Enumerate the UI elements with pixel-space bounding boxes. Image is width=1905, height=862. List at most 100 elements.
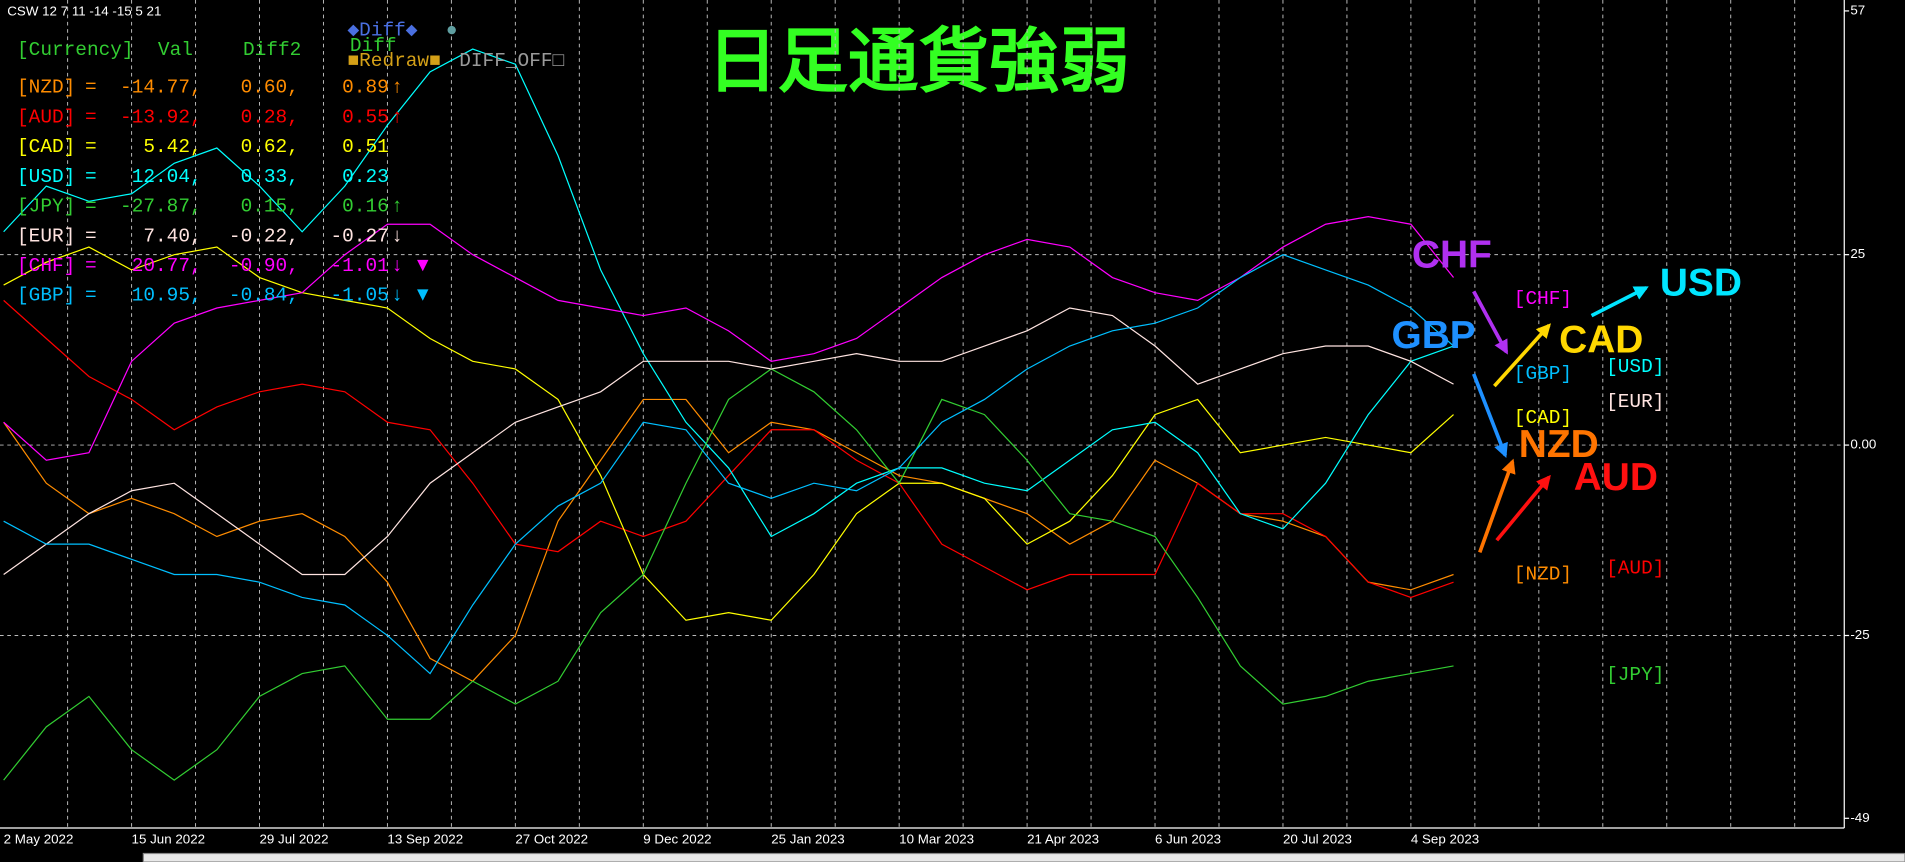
table-cell: [CAD] xyxy=(17,136,75,158)
annotation-arrow xyxy=(1495,474,1551,542)
annotation: CAD xyxy=(1559,319,1643,362)
table-cell: = xyxy=(85,225,97,247)
table-cell: -13.92, xyxy=(120,106,202,128)
table-cell: -0.22, xyxy=(229,225,299,247)
annotation-arrow xyxy=(1472,290,1509,355)
control: ● xyxy=(446,19,458,41)
annotation-arrow xyxy=(1590,286,1649,318)
scrollbar xyxy=(142,852,1905,862)
series-label: [CAD] xyxy=(1514,407,1572,429)
table-cell: [EUR] xyxy=(17,225,75,247)
table-cell: 0.62, xyxy=(241,136,299,158)
x-tick-label: 21 Apr 2023 xyxy=(1027,832,1099,847)
series-label: [GBP] xyxy=(1514,363,1572,385)
table-cell: = xyxy=(85,255,97,277)
table-cell: [CHF] xyxy=(17,255,75,277)
control: ■Redraw■ xyxy=(347,50,440,72)
x-tick-label: 15 Jun 2022 xyxy=(132,832,205,847)
table-cell: 20.77, xyxy=(132,255,202,277)
table-cell: -0.90, xyxy=(229,255,299,277)
table-cell: ↑ xyxy=(391,106,403,128)
table-cell: 0.60, xyxy=(241,77,299,99)
table-cell: 0.15, xyxy=(241,196,299,218)
series-label: [NZD] xyxy=(1514,563,1572,585)
table-marker: ▼ xyxy=(413,284,432,306)
table-cell: = xyxy=(85,166,97,188)
x-tick-label: 6 Jun 2023 xyxy=(1155,832,1221,847)
series-line xyxy=(3,48,1454,538)
table-cell: 0.89 xyxy=(342,77,389,99)
y-tick-label: 57 xyxy=(1850,2,1865,17)
table-cell: 0.23 xyxy=(342,166,389,188)
annotation-arrow xyxy=(1472,373,1508,458)
annotation-arrow xyxy=(1493,323,1551,388)
x-tick-label: 20 Jul 2023 xyxy=(1283,832,1352,847)
table-cell: -14.77, xyxy=(120,77,202,99)
control: DIFF_OFF□ xyxy=(459,50,564,72)
table-cell: 0.16 xyxy=(342,196,389,218)
x-tick-label: 13 Sep 2022 xyxy=(387,832,463,847)
table-cell: ↑ xyxy=(391,77,403,99)
series-label: [EUR] xyxy=(1606,391,1664,413)
x-tick-label: 10 Mar 2023 xyxy=(899,832,974,847)
table-cell: -27.87, xyxy=(120,196,202,218)
chart-header: CSW 12 7 11 -14 -15 5 21 xyxy=(7,4,161,19)
table-cell: -1.01 xyxy=(330,255,388,277)
y-tick-label: -25 xyxy=(1850,627,1869,642)
annotation: USD xyxy=(1660,262,1742,305)
y-tick-label: -49 xyxy=(1850,810,1869,825)
table-cell: -0.84, xyxy=(229,285,299,307)
annotation: NZD xyxy=(1519,423,1599,466)
x-tick-label: 29 Jul 2022 xyxy=(260,832,329,847)
table-cell: 0.51 xyxy=(342,136,389,158)
table-cell: = xyxy=(85,106,97,128)
annotation-arrow xyxy=(1478,458,1516,554)
series-label: [USD] xyxy=(1606,356,1664,378)
table-cell: -1.05 xyxy=(330,285,388,307)
table-cell: ↓ xyxy=(391,255,403,277)
x-tick-label: 25 Jan 2023 xyxy=(771,832,844,847)
table-cell: -0.27 xyxy=(330,225,388,247)
table-header: Val xyxy=(158,39,193,61)
table-cell: [AUD] xyxy=(17,106,75,128)
table-cell: [NZD] xyxy=(17,77,75,99)
table-cell: 0.55 xyxy=(342,106,389,128)
series-label: [CHF] xyxy=(1514,288,1572,310)
x-tick-label: 9 Dec 2022 xyxy=(643,832,711,847)
table-cell: 12.04, xyxy=(132,166,202,188)
table-cell: [JPY] xyxy=(17,196,75,218)
table-marker: ▼ xyxy=(413,254,432,276)
annotation: AUD xyxy=(1574,456,1658,499)
x-tick-label: 2 May 2022 xyxy=(4,832,74,847)
table-cell: = xyxy=(85,285,97,307)
table-cell: ↓ xyxy=(391,225,403,247)
series-line xyxy=(3,246,1454,621)
table-cell: = xyxy=(85,77,97,99)
table-cell: ↑ xyxy=(391,196,403,218)
chart-title: 日足通貨強弱 xyxy=(707,21,1130,100)
table-cell: [GBP] xyxy=(17,285,75,307)
table-header: [Currency] xyxy=(17,39,134,61)
table-cell: = xyxy=(85,136,97,158)
series-line xyxy=(3,368,1454,781)
y-tick-label: 25 xyxy=(1850,246,1865,261)
y-tick-label: 0.00 xyxy=(1850,437,1876,452)
series-line xyxy=(3,307,1454,576)
series-line xyxy=(3,254,1454,675)
table-cell: 0.33, xyxy=(241,166,299,188)
table-cell: 5.42, xyxy=(143,136,201,158)
x-tick-label: 27 Oct 2022 xyxy=(515,832,588,847)
series-line xyxy=(3,299,1454,599)
table-cell: [USD] xyxy=(17,166,75,188)
table-cell: 7.40, xyxy=(143,225,201,247)
table-header: Diff xyxy=(350,35,397,57)
table-cell: 10.95, xyxy=(132,285,202,307)
table-header: Diff2 xyxy=(243,39,301,61)
series-label: [JPY] xyxy=(1606,664,1664,686)
table-cell: 0.28, xyxy=(241,106,299,128)
series-line xyxy=(3,215,1455,461)
control: ◆Diff◆ xyxy=(347,19,417,41)
